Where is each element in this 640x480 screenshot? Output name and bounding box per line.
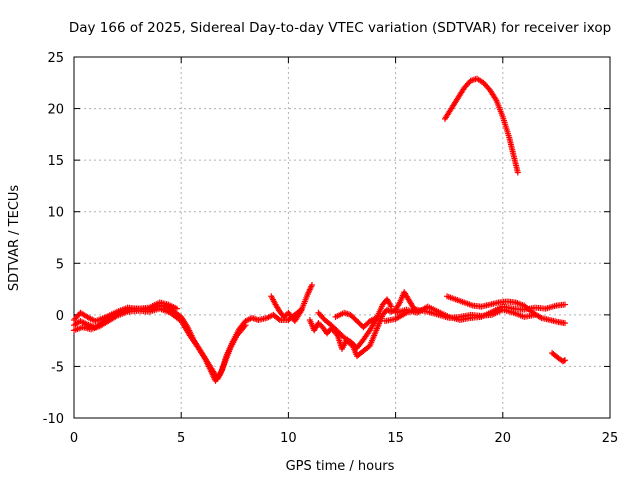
series-arc-5 <box>306 289 421 360</box>
data-marks <box>71 75 568 384</box>
series-arc-3 <box>71 299 180 325</box>
axis-ticks <box>73 56 611 419</box>
series-arc-11 <box>441 75 521 176</box>
series-arc-12 <box>549 350 568 365</box>
y-tick-label: 20 <box>47 103 64 118</box>
x-tick-label: 0 <box>70 431 78 446</box>
y-tick-label: 0 <box>56 309 64 324</box>
plot-frame <box>73 56 611 419</box>
y-tick-label: -10 <box>43 412 64 427</box>
x-tick-label: 20 <box>495 431 512 446</box>
x-tick-label: 25 <box>602 431 619 446</box>
y-tick-label: 25 <box>47 51 64 66</box>
y-tick-label: 15 <box>47 154 64 169</box>
series-arc-9 <box>392 301 568 324</box>
y-tick-label: -5 <box>51 360 64 375</box>
y-tick-label: 10 <box>47 206 64 221</box>
grid-lines <box>74 57 610 418</box>
x-tick-label: 15 <box>387 431 404 446</box>
series-arc-6 <box>315 296 395 351</box>
y-tick-label: 5 <box>56 257 64 272</box>
series-arc-4 <box>268 281 315 325</box>
y-axis-label: SDTVAR / TECUs <box>7 185 22 292</box>
x-axis-label: GPS time / hours <box>286 459 395 474</box>
series-arc-10 <box>444 293 568 327</box>
x-tick-label: 10 <box>280 431 297 446</box>
chart-title: Day 166 of 2025, Sidereal Day-to-day VTE… <box>69 20 611 36</box>
series-arc-7 <box>332 309 380 331</box>
x-tick-label: 5 <box>177 431 185 446</box>
y-tick-labels: -10 -5 0 5 10 15 20 25 <box>43 51 64 427</box>
x-tick-labels: 0 5 10 15 20 25 <box>70 431 618 446</box>
